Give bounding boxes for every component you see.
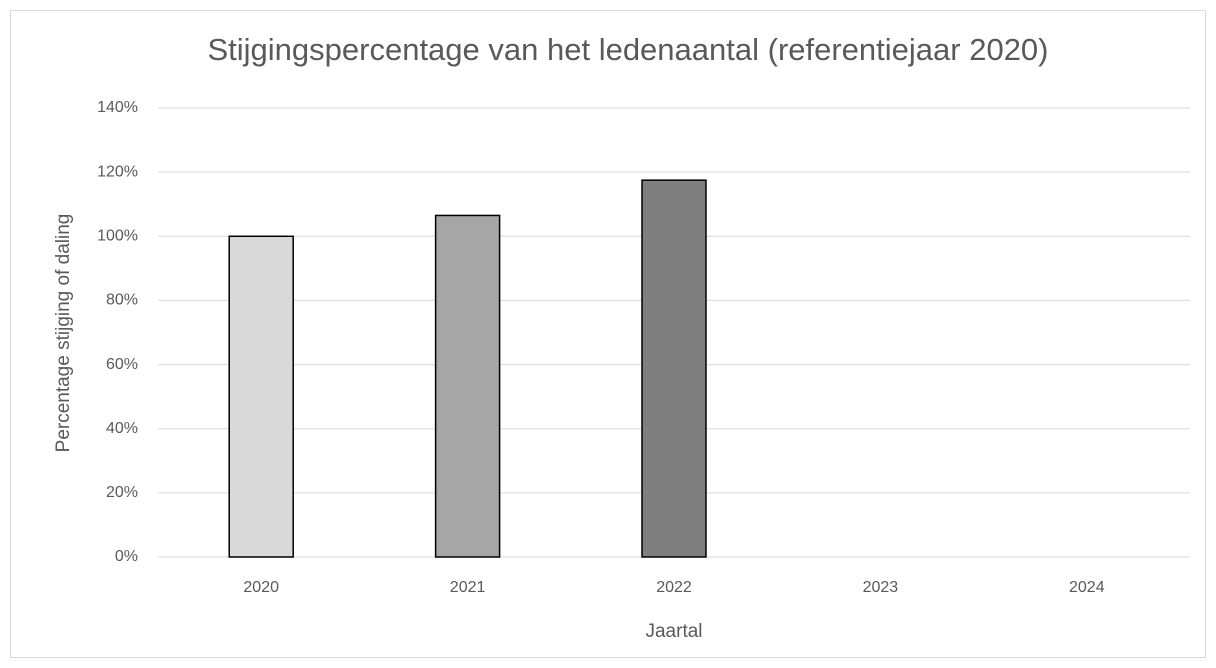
y-tick-label: 80%: [106, 292, 138, 309]
y-tick-label: 100%: [97, 228, 138, 245]
chart-title: Stijgingspercentage van het ledenaantal …: [207, 32, 1048, 67]
x-tick-label: 2022: [656, 579, 692, 596]
bar: [434, 214, 501, 558]
y-tick-label: 140%: [97, 99, 138, 116]
x-tick-label: 2021: [450, 579, 486, 596]
bar: [641, 179, 707, 558]
y-tick-label: 0%: [115, 548, 138, 565]
y-tick-label: 120%: [97, 163, 138, 180]
bar: [228, 235, 294, 558]
x-tick-label: 2023: [863, 579, 899, 596]
y-tick-label: 60%: [106, 356, 138, 373]
x-axis-title: Jaartal: [645, 621, 702, 642]
y-axis-title: Percentage stijging of daling: [53, 214, 74, 453]
x-tick-label: 2020: [243, 579, 279, 596]
x-tick-label: 2024: [1069, 579, 1105, 596]
y-tick-label: 40%: [106, 420, 138, 437]
chart-frame: [10, 10, 1206, 658]
y-tick-label: 20%: [106, 484, 138, 501]
